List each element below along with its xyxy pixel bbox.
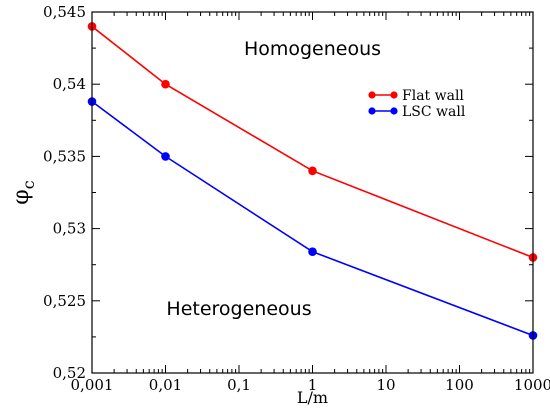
legend-marker-flat-wall — [368, 91, 376, 99]
legend-label-lsc-wall: LSC wall — [402, 104, 466, 120]
y-tick-labels: 0,52 0,525 0,53 0,535 0,54 0,545 — [43, 3, 86, 382]
x-tick-labels: 0,001 0,01 0,1 1 10 100 1000 — [71, 376, 550, 394]
series-line-lsc-wall — [91, 100, 534, 337]
x-tick-label: 10 — [376, 376, 395, 394]
x-tick-label: 1000 — [514, 376, 550, 394]
legend-marker-flat-wall — [390, 91, 398, 99]
data-point-lsc-wall — [308, 247, 317, 257]
y-tick-label: 0,54 — [53, 75, 86, 93]
legend: Flat wall LSC wall — [368, 88, 466, 120]
series-markers — [87, 22, 538, 340]
x-tick-label: 0,001 — [71, 376, 114, 394]
legend-label-flat-wall: Flat wall — [402, 88, 464, 104]
y-tick-label: 0,525 — [43, 292, 86, 310]
x-axis-title: L/m — [297, 388, 328, 407]
series-line-flat-wall — [91, 25, 534, 259]
legend-item-flat-wall: Flat wall — [368, 88, 464, 104]
axis-ticks — [91, 11, 534, 374]
y-tick-label: 0,545 — [43, 3, 86, 21]
series-lines — [91, 25, 534, 337]
data-point-lsc-wall — [161, 152, 170, 161]
legend-item-lsc-wall: LSC wall — [368, 104, 466, 120]
y-axis-title: φc — [9, 180, 38, 204]
data-point-flat-wall — [308, 166, 317, 176]
y-tick-label: 0,53 — [53, 220, 86, 238]
x-tick-label: 0,1 — [227, 376, 251, 394]
data-point-flat-wall — [161, 79, 170, 89]
y-axis-subscript: c — [19, 180, 38, 189]
x-tick-label: 0,01 — [149, 376, 182, 394]
legend-marker-lsc-wall — [368, 107, 376, 115]
y-tick-label: 0,535 — [43, 147, 86, 165]
annotation-heterogeneous: Heterogeneous — [166, 298, 311, 320]
legend-marker-lsc-wall — [390, 107, 398, 115]
x-tick-label: 1 — [308, 376, 318, 394]
plot-frame — [91, 11, 534, 374]
y-tick-label: 0,52 — [53, 364, 86, 382]
annotation-homogeneous: Homogeneous — [244, 38, 381, 60]
x-tick-label: 100 — [445, 376, 474, 394]
y-axis-symbol: φ — [9, 189, 34, 204]
